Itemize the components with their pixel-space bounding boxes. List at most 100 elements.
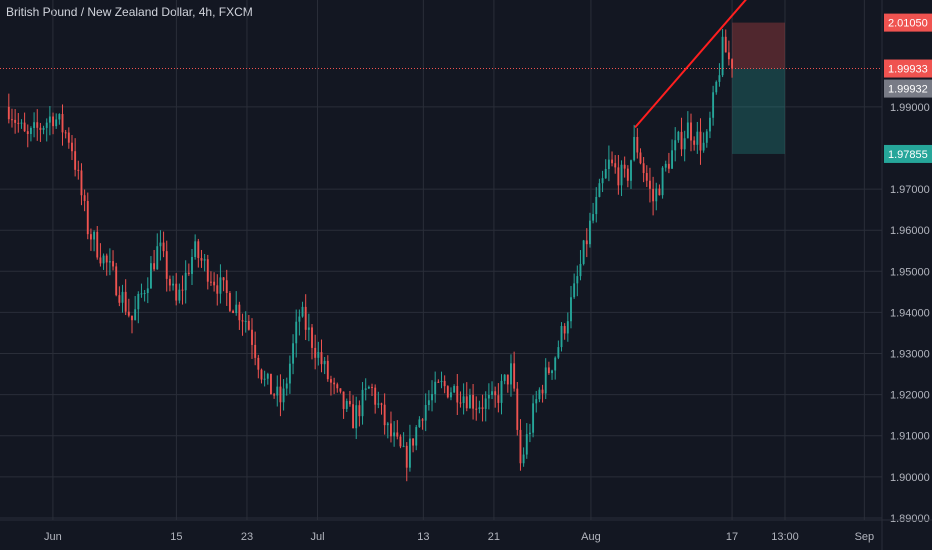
candle-body <box>655 188 658 202</box>
candle-body <box>522 454 525 464</box>
candle-body <box>172 283 174 286</box>
chart-grid <box>0 0 882 520</box>
candle-body <box>339 388 342 392</box>
candle-body <box>661 167 664 196</box>
candle-body <box>96 231 99 258</box>
y-tick-label: 1.90000 <box>890 472 930 484</box>
candle-body <box>626 168 629 181</box>
candle-body <box>219 277 222 294</box>
price-tags: 2.01050 1.99933 1.99932 1.97855 <box>884 13 932 163</box>
position-tool[interactable] <box>732 22 785 154</box>
candle-body <box>576 276 579 284</box>
candle-body <box>491 391 493 395</box>
candle-body <box>342 391 345 409</box>
candle-body <box>184 272 187 291</box>
candle-body <box>459 402 462 404</box>
candle-body <box>450 392 452 398</box>
candle-body <box>680 131 683 150</box>
candle-body <box>424 405 427 421</box>
candle-body <box>440 380 443 383</box>
candle-body <box>71 142 73 152</box>
candle-body <box>288 363 291 384</box>
candle-body <box>497 395 500 403</box>
candle-body <box>64 132 67 134</box>
x-tick-label: Aug <box>581 531 601 543</box>
candle-body <box>405 445 408 468</box>
candle-body <box>396 432 399 437</box>
y-tick-label: 1.96000 <box>890 225 930 237</box>
candle-body <box>361 389 364 417</box>
price-tag <box>884 79 932 98</box>
candle-body <box>105 255 108 263</box>
candle-body <box>585 240 588 245</box>
stop-loss-zone[interactable] <box>732 22 785 69</box>
candle-body <box>131 315 133 321</box>
candle-body <box>506 374 509 385</box>
candle-body <box>390 423 392 437</box>
candle-body <box>323 360 326 365</box>
candle-body <box>348 401 351 405</box>
candle-body <box>614 163 617 168</box>
candle-body <box>45 122 48 128</box>
candle-body <box>510 363 512 385</box>
candle-body <box>175 283 178 301</box>
candle-body <box>383 404 386 426</box>
candle-body <box>241 320 244 322</box>
candle-body <box>17 122 20 124</box>
candle-body <box>554 357 557 371</box>
candle-body <box>118 295 121 303</box>
candle-body <box>380 403 383 405</box>
resistance-trendline[interactable] <box>634 0 754 129</box>
candle-body <box>623 164 626 169</box>
candle-body <box>89 234 92 240</box>
candle-body <box>33 122 36 129</box>
candle-body <box>99 257 102 264</box>
candle-body <box>503 374 506 381</box>
candle-body <box>712 92 715 118</box>
candle-body <box>42 127 45 130</box>
candle-body <box>298 316 301 322</box>
candle-body <box>162 242 165 252</box>
candle-body <box>358 405 361 417</box>
candle-body <box>364 388 367 390</box>
candle-body <box>191 256 193 274</box>
candle-body <box>23 122 26 132</box>
time-axis[interactable]: Jun 15 23 Jul 13 21 Aug 17 13:00 Sep <box>0 519 932 543</box>
candle-body <box>690 122 692 141</box>
take-profit-zone[interactable] <box>732 68 785 154</box>
candle-body <box>146 288 149 294</box>
candle-body <box>478 407 481 410</box>
price-tag-label: 1.99932 <box>888 84 928 96</box>
candle-body <box>232 310 234 314</box>
candle-body <box>538 389 541 400</box>
candle-body <box>649 180 651 189</box>
candle-body <box>222 277 225 281</box>
price-tag <box>884 13 932 32</box>
candle-body <box>595 196 598 215</box>
candle-body <box>26 131 29 135</box>
price-tag <box>884 59 932 78</box>
candle-body <box>330 379 332 383</box>
candle-body <box>58 114 61 120</box>
candle-body <box>213 281 216 286</box>
candle-body <box>487 394 490 399</box>
candle-body <box>431 394 433 401</box>
candle-body <box>579 263 582 277</box>
candle-body <box>456 386 459 403</box>
candle-body <box>48 116 51 123</box>
candle-body <box>547 367 550 374</box>
candle-body <box>279 386 282 403</box>
candle-body <box>434 381 437 395</box>
candle-body <box>228 293 231 311</box>
candle-body <box>724 36 727 53</box>
candle-body <box>77 169 80 171</box>
candle-body <box>39 127 42 130</box>
candle-body <box>705 131 708 143</box>
candle-body <box>307 327 310 330</box>
candle-body <box>481 407 484 409</box>
candle-body <box>159 242 162 247</box>
price-tag <box>884 144 932 163</box>
candle-body <box>446 386 449 398</box>
candle-body <box>273 394 276 396</box>
